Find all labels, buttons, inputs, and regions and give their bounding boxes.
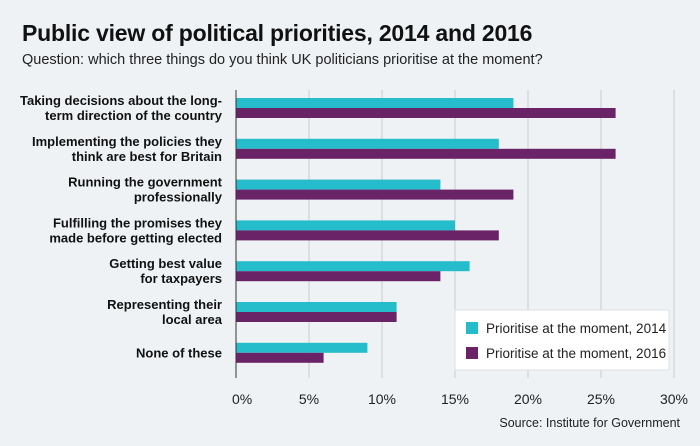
bar-2016 xyxy=(236,230,499,241)
category-label: made before getting elected xyxy=(49,230,222,245)
category-label: term direction of the country xyxy=(45,108,223,123)
bar-2014 xyxy=(236,220,455,231)
x-tick-label: 30% xyxy=(660,391,688,407)
x-tick-label: 5% xyxy=(299,391,319,407)
category-label: professionally xyxy=(134,190,223,205)
bar-2014 xyxy=(236,138,499,149)
legend-swatch-2014 xyxy=(466,322,478,334)
x-tick-label: 25% xyxy=(587,391,615,407)
x-tick-label: 0% xyxy=(232,391,252,407)
x-tick-label: 10% xyxy=(368,391,396,407)
bar-2014 xyxy=(236,302,397,312)
legend-box xyxy=(454,309,670,371)
category-label: Representing their xyxy=(107,297,222,312)
bar-2014 xyxy=(236,179,441,190)
category-label: think are best for Britain xyxy=(72,149,222,164)
category-label: Running the government xyxy=(68,175,223,190)
category-label: for taxpayers xyxy=(140,271,222,286)
bar-2016 xyxy=(236,108,616,118)
bar-2014 xyxy=(236,98,514,108)
category-label: Taking decisions about the long- xyxy=(20,93,222,108)
bar-2016 xyxy=(236,148,616,159)
category-label: Fulfilling the promises they xyxy=(53,215,223,230)
category-label: None of these xyxy=(136,345,222,360)
chart-subtitle: Question: which three things do you thin… xyxy=(22,52,543,68)
category-label: local area xyxy=(162,312,223,327)
chart-title: Public view of political priorities, 201… xyxy=(22,20,533,46)
bar-2014 xyxy=(236,342,368,353)
legend-label: Prioritise at the moment, 2016 xyxy=(486,346,666,361)
bar-2016 xyxy=(236,312,397,322)
bar-2016 xyxy=(236,352,324,363)
bar-2014 xyxy=(236,261,470,272)
legend-label: Prioritise at the moment, 2014 xyxy=(486,321,667,336)
x-tick-label: 20% xyxy=(514,391,542,407)
category-label: Implementing the policies they xyxy=(32,134,223,149)
category-label: Getting best value xyxy=(109,256,222,271)
bar-2016 xyxy=(236,271,441,282)
bar-2016 xyxy=(236,189,514,200)
x-tick-label: 15% xyxy=(441,391,469,407)
source-note: Source: Institute for Government xyxy=(499,416,680,430)
legend-swatch-2016 xyxy=(466,347,478,359)
